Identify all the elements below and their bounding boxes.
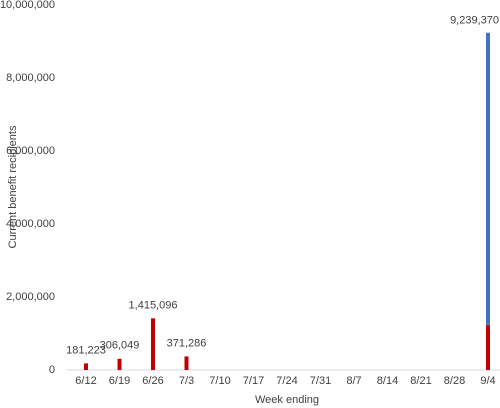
- bar: [486, 32, 490, 326]
- x-tick-label: 7/17: [243, 375, 264, 387]
- x-tick-label: 7/10: [209, 375, 230, 387]
- data-label: 371,286: [167, 337, 207, 349]
- y-tick-label: 8,000,000: [6, 72, 55, 84]
- y-tick-label: 10,000,000: [0, 0, 55, 11]
- x-tick-label: 6/19: [109, 375, 130, 387]
- bar: [84, 363, 88, 370]
- bar: [184, 356, 189, 370]
- x-tick-label: 7/31: [310, 375, 331, 387]
- bar: [151, 318, 155, 370]
- x-tick-label: 8/28: [444, 375, 465, 387]
- x-tick-label: 7/3: [179, 375, 194, 387]
- data-label: 306,049: [100, 340, 140, 352]
- x-tick-label: 6/26: [142, 375, 163, 387]
- data-label: 1,415,096: [129, 299, 178, 311]
- bar: [486, 325, 490, 370]
- x-tick-label: 7/24: [276, 375, 297, 387]
- bar: [117, 358, 122, 370]
- y-tick-label: 2,000,000: [6, 291, 55, 303]
- x-tick-label: 8/14: [377, 375, 398, 387]
- x-tick-label: 8/7: [346, 375, 361, 387]
- data-label: 181,223: [66, 344, 106, 356]
- x-tick-label: 6/12: [75, 375, 96, 387]
- y-axis-title: Current benefit recipients: [7, 125, 19, 248]
- y-tick-label: 0: [49, 364, 55, 376]
- y-tick-label: 4,000,000: [6, 218, 55, 230]
- x-tick-label: 9/4: [480, 375, 495, 387]
- y-tick-label: 6,000,000: [6, 145, 55, 157]
- x-tick-label: 8/21: [410, 375, 431, 387]
- data-label: 9,239,370: [450, 15, 499, 27]
- x-axis-title: Week ending: [255, 394, 319, 406]
